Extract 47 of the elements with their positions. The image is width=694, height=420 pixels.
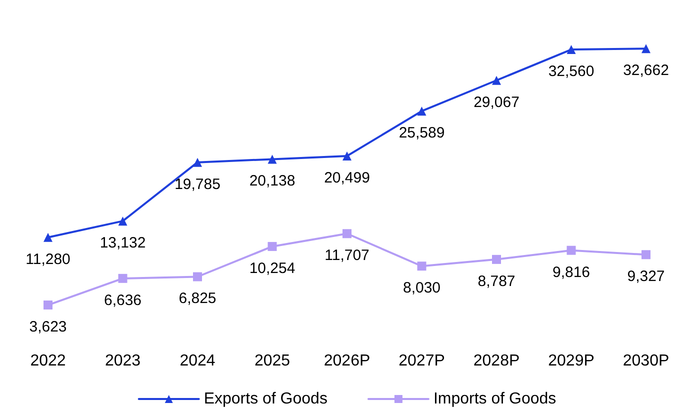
data-label: 20,138: [249, 172, 296, 190]
data-label: 10,254: [249, 260, 296, 277]
point: [193, 158, 202, 167]
x-tick-label: 2024: [180, 352, 216, 370]
x-tick-label: 2023: [104, 352, 141, 370]
x-tick-label: 2027P: [398, 352, 445, 370]
point: [342, 152, 352, 161]
point: [417, 262, 426, 271]
point: [642, 44, 650, 54]
point: [417, 106, 426, 116]
point: [268, 242, 277, 251]
data-label: 19,785: [174, 176, 220, 193]
point: [44, 232, 52, 242]
point: [642, 250, 650, 260]
point: [118, 274, 128, 283]
x-tick-label: 2030P: [622, 352, 670, 370]
point: [193, 272, 202, 282]
point: [566, 246, 576, 255]
data-label: 32,662: [623, 62, 669, 80]
data-label: 3,623: [29, 318, 67, 336]
data-label: 9,327: [627, 268, 665, 286]
data-label: 8,030: [402, 280, 441, 297]
point: [492, 76, 501, 85]
point: [492, 254, 501, 264]
point: [566, 45, 576, 54]
point: [268, 154, 277, 164]
legend-label: Imports of Goods: [433, 390, 556, 408]
x-tick-label: 2025: [254, 352, 290, 370]
data-label: 20,499: [324, 170, 370, 187]
point: [44, 300, 52, 310]
data-label: 25,589: [398, 124, 445, 142]
data-label: 11,280: [26, 250, 70, 268]
data-label: 32,560: [548, 63, 594, 80]
data-label: 9,816: [552, 264, 590, 281]
data-label: 29,067: [474, 94, 520, 111]
x-tick-label: 2029P: [548, 352, 594, 370]
legend-label: Exports of Goods: [204, 390, 328, 408]
data-label: 13,132: [100, 234, 146, 252]
data-label: 6,825: [178, 290, 216, 308]
point: [342, 229, 352, 238]
x-tick-label: 2026P: [324, 352, 370, 370]
x-tick-label: 2028P: [473, 352, 520, 370]
data-label: 8,787: [478, 272, 516, 290]
x-tick-label: 2022: [30, 352, 66, 370]
data-label: 11,707: [324, 247, 370, 264]
data-label: 6,636: [104, 292, 142, 309]
point: [118, 216, 128, 226]
